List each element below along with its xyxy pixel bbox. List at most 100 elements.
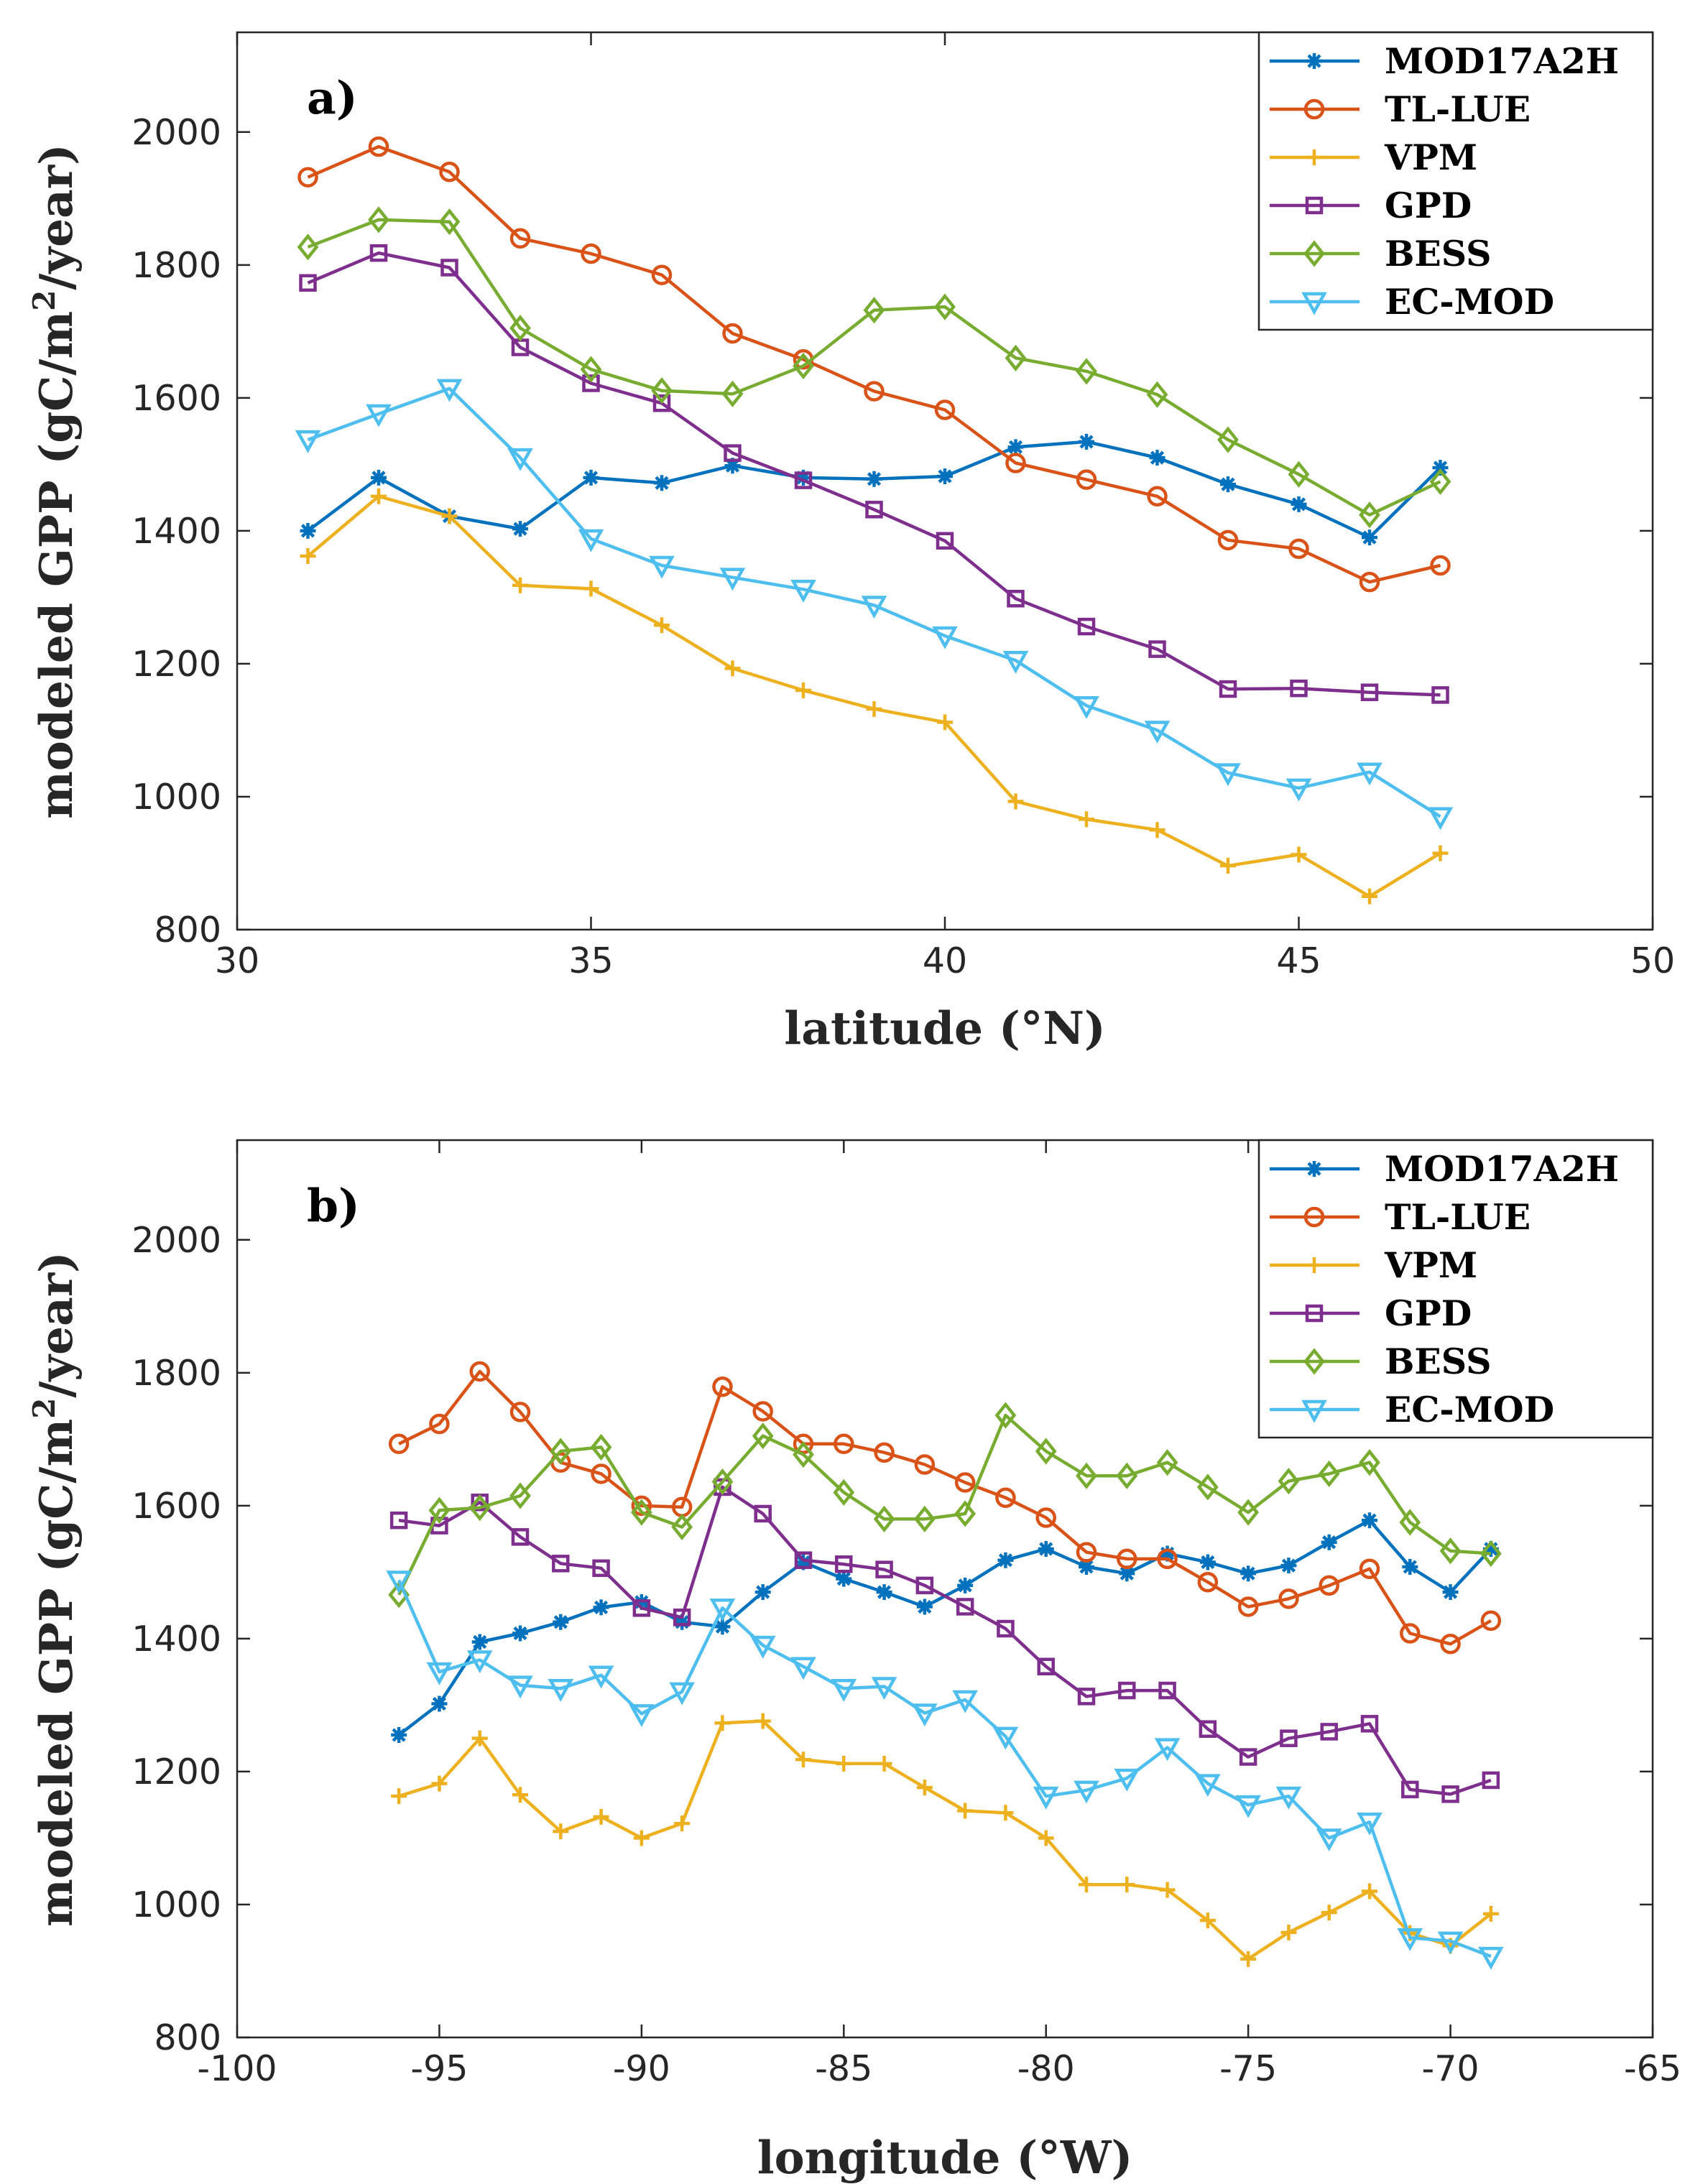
data-point-mod17a2h	[937, 468, 953, 485]
x-tick-label: -75	[1219, 2048, 1277, 2089]
legend-marker	[1303, 1348, 1325, 1375]
data-point-tl-lue	[1237, 1596, 1259, 1617]
data-point-gpd	[956, 1598, 974, 1616]
data-point-ec-mod	[912, 1703, 938, 1727]
data-point-vpm	[1220, 858, 1236, 874]
data-point-tl-lue	[1359, 571, 1380, 593]
data-point-gpd	[1037, 1657, 1055, 1675]
series-line-ec-mod	[397, 1579, 1492, 1958]
data-point-gpd	[592, 1559, 610, 1578]
y-tick-label: 1000	[131, 777, 221, 818]
data-point-mod17a2h	[795, 469, 811, 486]
legend-entry-mod17a2h: MOD17A2H	[1270, 1148, 1619, 1190]
data-point-ec-mod	[1285, 778, 1312, 802]
data-point-tl-lue	[995, 1487, 1016, 1508]
data-point-ec-mod	[1195, 1774, 1221, 1797]
data-point-tl-lue	[864, 381, 885, 402]
y-tick-label: 800	[154, 910, 221, 950]
data-point-bess	[752, 1422, 774, 1450]
data-point-mod17a2h	[1079, 433, 1094, 450]
data-point-tl-lue	[509, 228, 531, 249]
data-point-bess	[1076, 358, 1097, 385]
data-point-vpm	[371, 488, 387, 504]
data-point-gpd	[1148, 640, 1166, 658]
data-point-tl-lue	[469, 1361, 490, 1382]
data-point-ec-mod	[588, 1665, 614, 1689]
data-point-ec-mod	[790, 580, 816, 603]
series-vpm	[391, 1713, 1499, 1967]
legend-label: VPM	[1384, 1244, 1477, 1286]
data-point-vpm	[654, 617, 670, 634]
data-point-vpm	[391, 1788, 407, 1805]
data-point-vpm	[836, 1755, 852, 1772]
data-point-mod17a2h	[1482, 1540, 1499, 1557]
data-point-tl-lue	[1430, 555, 1451, 576]
data-point-mod17a2h	[471, 1634, 488, 1650]
data-point-mod17a2h	[957, 1577, 974, 1593]
data-point-ec-mod	[1357, 1812, 1382, 1836]
data-point-bess	[651, 377, 673, 404]
data-point-bess	[1156, 1449, 1178, 1476]
data-point-vpm	[1007, 793, 1024, 810]
data-point-bess	[1359, 501, 1380, 529]
data-point-tl-lue	[1157, 1548, 1178, 1570]
data-point-ec-mod	[719, 568, 746, 591]
series-gpd	[389, 1478, 1500, 1803]
data-point-bess	[297, 233, 319, 261]
data-point-tl-lue	[1147, 486, 1168, 507]
x-tick-label: -100	[197, 2048, 277, 2089]
data-point-vpm	[471, 1730, 488, 1746]
data-point-vpm	[1482, 1905, 1499, 1922]
data-point-vpm	[512, 577, 528, 593]
data-point-tl-lue	[1288, 538, 1309, 560]
data-point-gpd	[632, 1599, 651, 1617]
legend-entry-ec-mod: EC-MOD	[1270, 281, 1554, 323]
data-point-bess	[1005, 344, 1027, 371]
data-point-bess	[1237, 1499, 1260, 1526]
x-axis-label: latitude (°N)	[784, 1001, 1105, 1055]
data-point-vpm	[997, 1805, 1014, 1821]
data-point-vpm	[633, 1830, 650, 1846]
data-point-tl-lue	[388, 1433, 410, 1455]
data-point-mod17a2h	[1149, 450, 1165, 466]
data-point-vpm	[1291, 846, 1307, 863]
x-tick-label: -70	[1422, 2048, 1480, 2089]
y-tick-label: 1200	[131, 644, 221, 685]
y-axis-label: modeled GPP (gC/m2/year)	[27, 1251, 83, 1927]
data-point-bess	[873, 1505, 895, 1532]
data-point-vpm	[1119, 1877, 1135, 1893]
data-point-mod17a2h	[1362, 529, 1377, 546]
legend-label: TL-LUE	[1385, 1196, 1531, 1238]
legend-marker	[1301, 1399, 1327, 1423]
data-point-mod17a2h	[997, 1552, 1014, 1568]
axes-box	[236, 1139, 1654, 2039]
data-point-tl-lue	[752, 1401, 773, 1422]
data-point-mod17a2h	[431, 1695, 448, 1712]
data-point-bess	[711, 1468, 734, 1496]
data-point-vpm	[724, 660, 741, 677]
data-point-bess	[1146, 381, 1168, 408]
data-point-mod17a2h	[1079, 1558, 1094, 1575]
data-point-ec-mod	[749, 1635, 776, 1659]
data-point-vpm	[431, 1775, 448, 1792]
data-point-gpd	[997, 1619, 1015, 1638]
data-point-gpd	[1280, 1729, 1298, 1747]
data-point-gpd	[299, 274, 317, 292]
data-point-gpd	[1360, 683, 1379, 701]
legend-marker	[1305, 196, 1324, 215]
data-point-gpd	[1077, 1688, 1096, 1706]
data-point-ec-mod	[1144, 721, 1171, 744]
data-point-mod17a2h	[1291, 496, 1307, 512]
data-point-bess	[1278, 1468, 1300, 1495]
legend-marker	[1306, 149, 1322, 165]
data-point-ec-mod	[466, 1650, 493, 1674]
data-point-bess	[1217, 426, 1239, 453]
data-point-ec-mod	[1033, 1786, 1059, 1810]
data-point-gpd	[1320, 1723, 1338, 1741]
data-point-tl-lue	[368, 136, 389, 157]
data-point-ec-mod	[1114, 1768, 1140, 1792]
series-ec-mod	[295, 379, 1454, 830]
data-point-mod17a2h	[1007, 439, 1024, 455]
data-point-vpm	[957, 1803, 974, 1819]
data-point-mod17a2h	[1038, 1540, 1054, 1557]
